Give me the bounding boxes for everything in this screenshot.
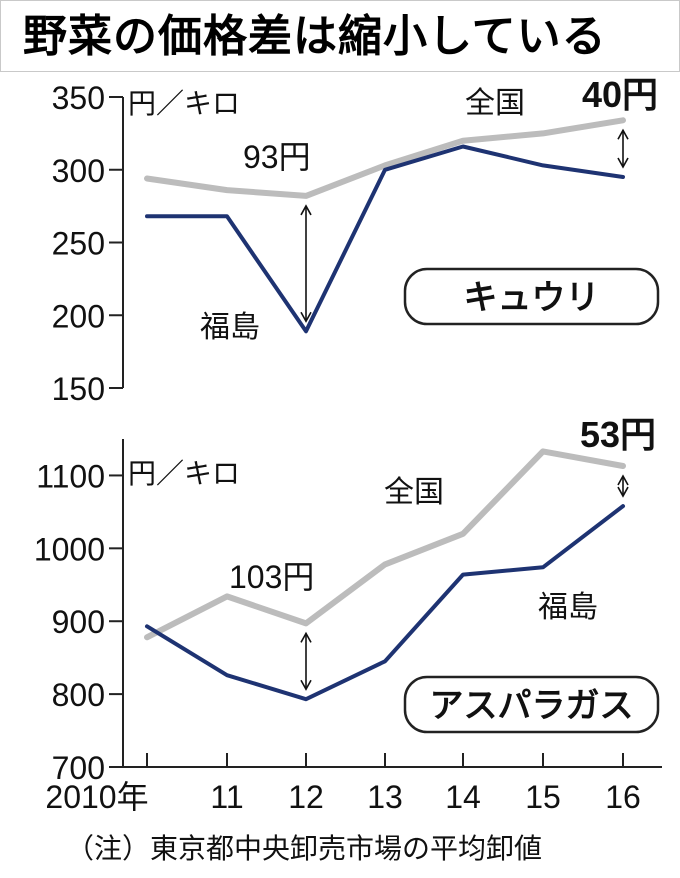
y-tick-label: 350 bbox=[52, 80, 105, 116]
panel-label: キュウリ bbox=[464, 279, 600, 317]
series-label-zenkoku: 全国 bbox=[384, 476, 444, 509]
chart-title: 野菜の価格差は縮小している bbox=[0, 0, 680, 72]
series-label-fukushima: 福島 bbox=[200, 311, 260, 344]
series-label-zenkoku: 全国 bbox=[465, 87, 525, 120]
x-tick-label: 14 bbox=[445, 779, 481, 815]
arrowhead-down bbox=[300, 679, 312, 691]
footnote: （注）東京都中央卸売市場の平均卸値 bbox=[66, 833, 542, 864]
x-tick-label: 13 bbox=[367, 779, 403, 815]
y-tick-label: 200 bbox=[52, 298, 105, 334]
y-tick-label: 250 bbox=[52, 226, 105, 262]
y-tick-label: 700 bbox=[52, 750, 105, 786]
arrowhead-up bbox=[300, 204, 312, 216]
unit-label: 円／キロ bbox=[128, 458, 240, 489]
arrowhead-down bbox=[617, 486, 629, 498]
panel-label: アスパラガス bbox=[430, 687, 634, 725]
x-tick-label: 16 bbox=[605, 779, 641, 815]
arrowhead-up bbox=[300, 631, 312, 643]
x-tick-label: 11 bbox=[210, 779, 243, 815]
x-tick-label: 12 bbox=[288, 779, 324, 815]
y-tick-label: 1100 bbox=[36, 458, 105, 494]
arrowhead-up bbox=[617, 474, 629, 486]
difference-annotation: 103円 bbox=[229, 559, 314, 595]
arrowhead-down bbox=[300, 311, 312, 323]
difference-annotation: 93円 bbox=[243, 139, 311, 175]
series-line-zenkoku bbox=[144, 117, 626, 199]
series-label-fukushima: 福島 bbox=[538, 591, 598, 624]
y-tick-label: 800 bbox=[52, 677, 105, 713]
difference-annotation: 53円 bbox=[580, 414, 656, 455]
panel-label-box bbox=[403, 267, 660, 326]
arrowhead-up bbox=[617, 128, 629, 140]
difference-annotation: 40円 bbox=[582, 74, 658, 115]
unit-label: 円／キロ bbox=[128, 88, 240, 119]
x-tick-label: 15 bbox=[525, 779, 561, 815]
y-tick-label: 1000 bbox=[34, 531, 105, 567]
y-tick-label: 300 bbox=[52, 153, 105, 189]
y-tick-label: 150 bbox=[52, 371, 105, 407]
panel-label-box bbox=[403, 675, 660, 734]
x-tick-label: 2010年 bbox=[45, 779, 148, 815]
y-tick-label: 900 bbox=[52, 604, 105, 640]
arrowhead-down bbox=[617, 157, 629, 169]
